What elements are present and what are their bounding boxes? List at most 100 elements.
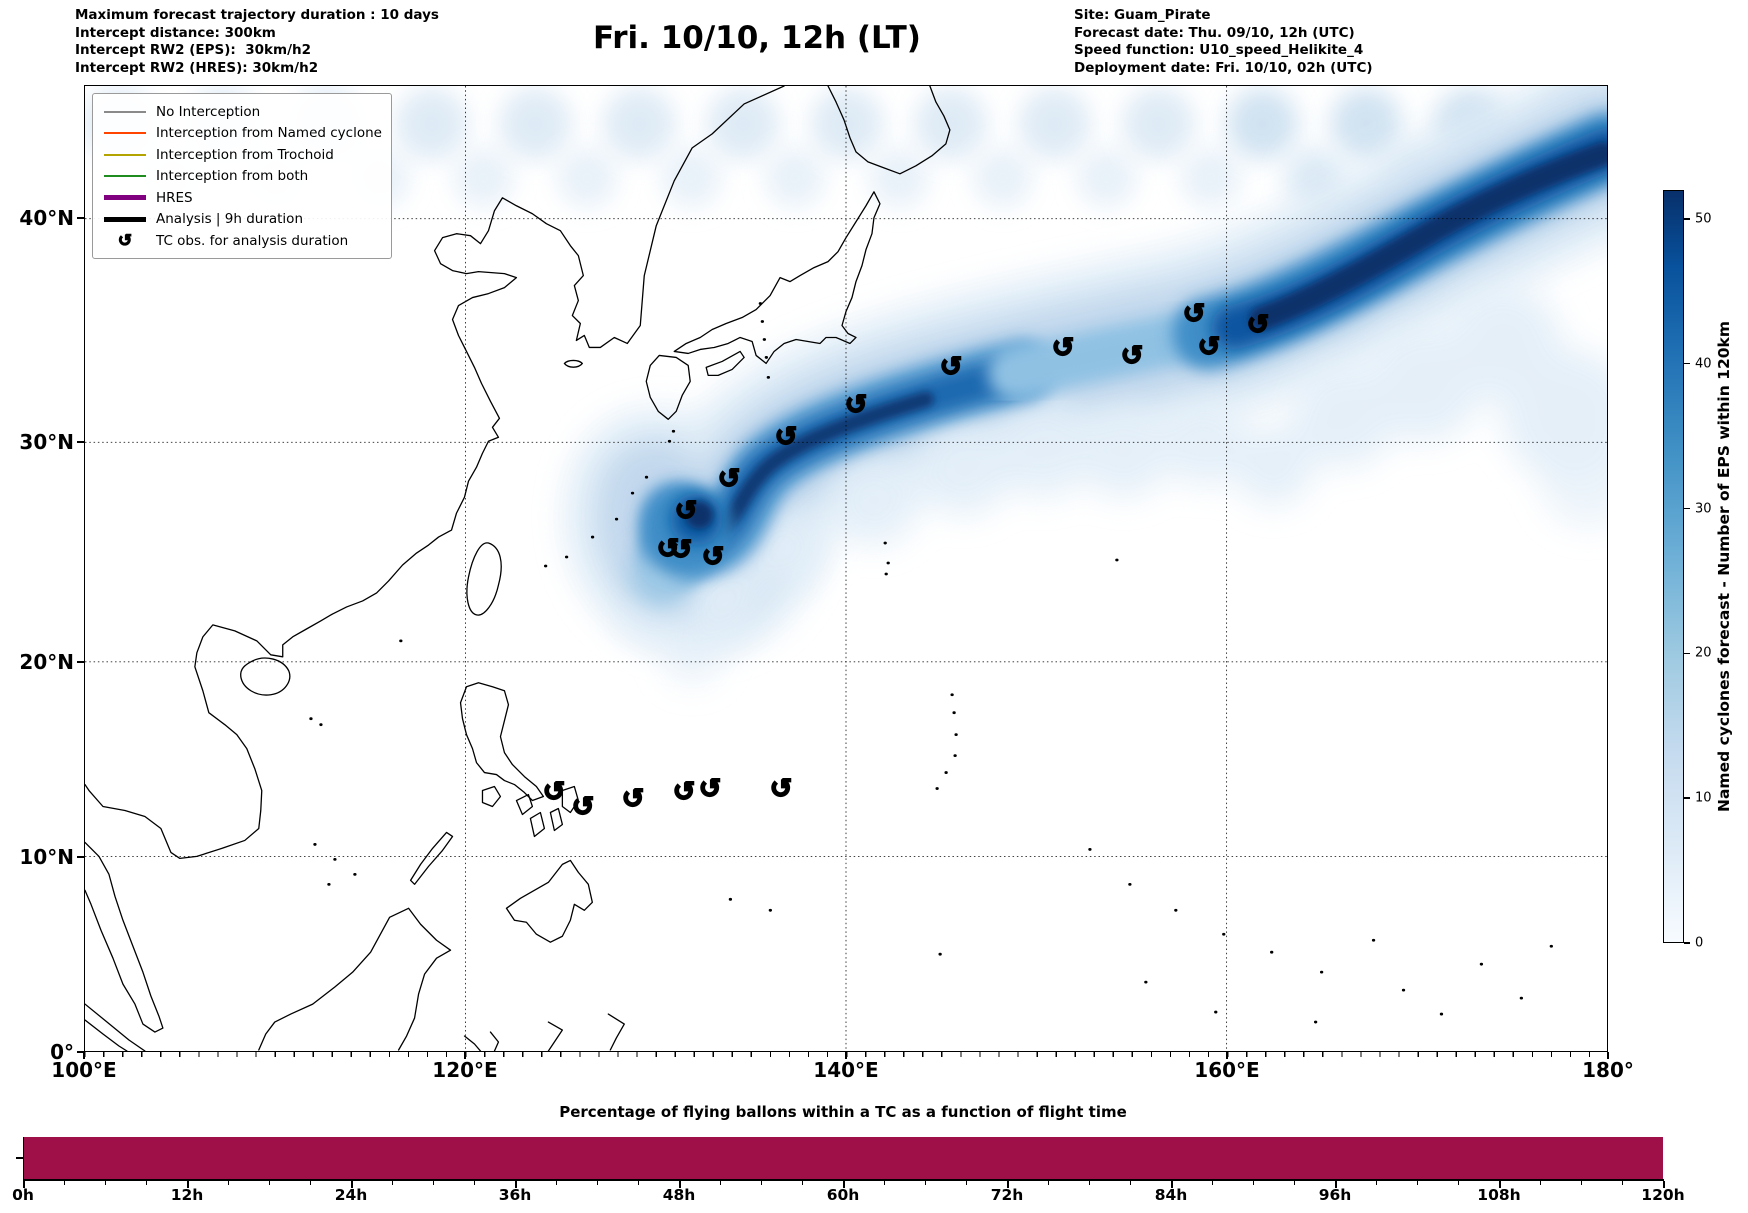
legend-line-swatch	[103, 153, 147, 156]
heat-blob	[1076, 147, 1137, 208]
coastline-hokkaido	[827, 86, 951, 175]
coastline-mindoro	[481, 785, 502, 808]
line-swatch	[104, 110, 146, 113]
cyclone-icon: ↺	[117, 230, 133, 251]
coastline-visayas	[515, 785, 580, 838]
heat-blob	[1226, 87, 1299, 160]
heat-blob	[1018, 87, 1091, 160]
coastline-honshu	[673, 191, 881, 365]
balloon-major-tick	[351, 1181, 353, 1188]
balloon-tick-label: 120h	[1641, 1186, 1685, 1204]
colorbar-tick-label: 40	[1695, 356, 1712, 372]
balloon-major-tick	[1663, 1181, 1665, 1188]
heat-blob	[868, 147, 929, 208]
heat-blob	[1180, 147, 1241, 208]
x-tick-label: 180°	[1582, 1058, 1634, 1082]
balloon-minor-tick	[228, 1181, 230, 1185]
balloon-tick-label: 84h	[1154, 1186, 1188, 1204]
tc-obs-marker-secondary: ↺	[571, 791, 595, 823]
map-plot-area: ↺ ↺ ↺ ↺ ↺ ↺ ↺ ↺ ↺ ↺ ↺ ↺ ↺ ↺ ↺ ↺ ↺ ↺ ↺ No Interception Inter…	[84, 85, 1608, 1052]
line-swatch	[104, 216, 146, 222]
balloon-minor-tick	[146, 1181, 148, 1185]
lat-lon-gridlines	[85, 86, 1607, 1051]
tc-obs-marker-secondary: ↺	[672, 776, 696, 808]
info-block-right: Site: Guam_Pirate Forecast date: Thu. 09…	[1074, 7, 1373, 76]
balloon-tick-label: 48h	[662, 1186, 696, 1204]
island-dots	[309, 302, 1553, 1024]
x-tick-label: 100°E	[51, 1058, 117, 1082]
colorbar-tick-label: 0	[1695, 935, 1704, 951]
line-swatch	[104, 175, 146, 178]
x-tick-label: 120°E	[432, 1058, 498, 1082]
balloon-minor-tick	[720, 1181, 722, 1185]
y-tick-mark	[77, 217, 84, 219]
balloon-minor-tick	[966, 1181, 968, 1185]
balloon-major-tick	[1499, 1181, 1501, 1188]
balloon-minor-tick	[925, 1181, 927, 1185]
balloon-minor-tick	[105, 1181, 107, 1185]
colorbar	[1663, 190, 1684, 943]
coastline-sumatra	[85, 1003, 146, 1051]
legend-line-swatch	[103, 110, 147, 113]
balloon-minor-tick	[310, 1181, 312, 1185]
colorbar-tick-mark	[1684, 218, 1690, 220]
legend-item-5: Analysis | 9h duration	[103, 209, 381, 231]
balloon-minor-tick	[433, 1181, 435, 1185]
balloon-minor-tick	[1089, 1181, 1091, 1185]
balloon-minor-tick	[269, 1181, 271, 1185]
colorbar-tick-label: 20	[1695, 645, 1712, 661]
balloon-minor-tick	[761, 1181, 763, 1185]
balloon-tick-label: 12h	[170, 1186, 204, 1204]
tc-obs-marker-track: ↺	[656, 533, 680, 565]
legend-line-swatch	[103, 175, 147, 178]
coastline-mindanao	[505, 859, 593, 943]
heat-blob	[707, 87, 780, 160]
balloon-minor-tick	[1294, 1181, 1296, 1185]
balloon-minor-tick	[556, 1181, 558, 1185]
heat-blob	[499, 87, 572, 160]
balloon-minor-tick	[1417, 1181, 1419, 1185]
line-swatch	[104, 153, 146, 156]
heat-blob	[765, 147, 826, 208]
coastline-sulawesi-moluccas	[463, 1013, 625, 1051]
balloon-tick-label: 36h	[498, 1186, 532, 1204]
tc-obs-marker-track: ↺	[1120, 340, 1144, 372]
tc-obs-marker-track: ↺	[1246, 309, 1270, 341]
balloon-minor-tick	[1376, 1181, 1378, 1185]
line-swatch	[104, 132, 146, 135]
coastline-cheju	[563, 359, 583, 368]
legend-item-label: Analysis | 9h duration	[156, 211, 303, 228]
tc-obs-marker-track: ↺	[674, 495, 698, 527]
coastline-borneo	[258, 907, 452, 1051]
coastline-taiwan	[466, 542, 502, 616]
balloon-minor-tick	[1458, 1181, 1460, 1185]
heat-blob	[453, 147, 514, 208]
balloon-chart-y-tick	[16, 1157, 23, 1159]
y-tick-mark	[77, 661, 84, 663]
tc-obs-marker-track: ↺	[717, 463, 741, 495]
legend-item-3: Interception from both	[103, 166, 381, 188]
y-tick-label: 20°N	[19, 650, 74, 674]
page-title: Fri. 10/10, 12h (LT)	[593, 20, 921, 56]
colorbar-tick-mark	[1684, 942, 1690, 944]
balloon-major-tick	[515, 1181, 517, 1188]
legend-item-label: No Interception	[156, 103, 261, 120]
heat-blob	[811, 87, 883, 160]
x-axis-minor-ticks	[84, 1052, 1608, 1057]
balloon-major-tick	[1007, 1181, 1009, 1188]
map-canvas	[85, 86, 1607, 1051]
y-tick-mark	[77, 1051, 84, 1053]
legend-item-label: TC obs. for analysis duration	[156, 232, 349, 249]
heat-blob	[603, 87, 676, 160]
balloon-major-tick	[1335, 1181, 1337, 1188]
coastline-malay-peninsula	[85, 841, 164, 1033]
y-tick-mark	[77, 441, 84, 443]
balloon-minor-tick	[1048, 1181, 1050, 1185]
colorbar-tick-mark	[1684, 797, 1690, 799]
coastline-palawan	[409, 831, 454, 885]
balloon-minor-tick	[802, 1181, 804, 1185]
balloon-major-tick	[843, 1181, 845, 1188]
balloon-tick-label: 72h	[990, 1186, 1024, 1204]
line-swatch	[104, 195, 146, 201]
